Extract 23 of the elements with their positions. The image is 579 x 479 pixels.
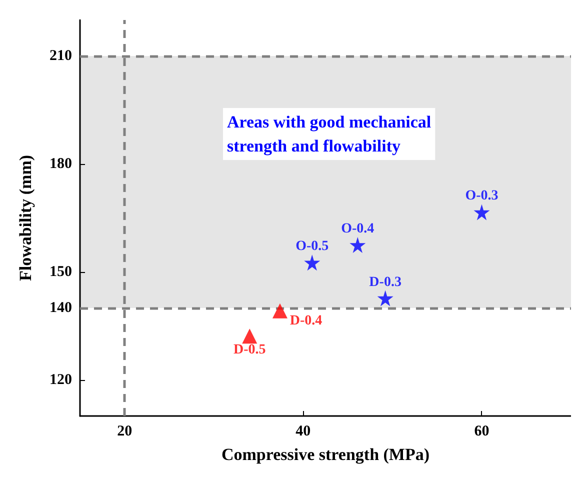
y-tick-label: 140 xyxy=(50,300,72,316)
x-axis-title: Compressive strength (MPa) xyxy=(221,445,430,464)
point xyxy=(350,237,366,253)
y-tick-label: 210 xyxy=(50,48,72,64)
annotation: D-0.3 xyxy=(369,274,402,290)
x-tick-label: 20 xyxy=(117,424,132,440)
annotation: D-0.5 xyxy=(233,342,266,358)
y-tick-label: 150 xyxy=(50,264,72,280)
annotation: O-0.4 xyxy=(341,222,374,236)
point xyxy=(304,254,320,271)
y-axis-title: Flowability (mm) xyxy=(16,154,35,282)
y-tick-label: 120 xyxy=(50,372,72,388)
annotation: D-0.4 xyxy=(290,313,322,328)
point xyxy=(272,303,288,318)
x-tick-label: 60 xyxy=(474,424,490,440)
annotation: O-0.3 xyxy=(465,188,498,204)
point xyxy=(474,204,490,220)
point xyxy=(377,290,394,306)
y-tick-label: 180 xyxy=(50,156,72,172)
annotation: O-0.5 xyxy=(296,239,329,254)
annotation: Areas with good mechanical strength and flowability xyxy=(227,112,432,156)
x-tick-label: 40 xyxy=(296,424,311,440)
point xyxy=(242,328,258,344)
